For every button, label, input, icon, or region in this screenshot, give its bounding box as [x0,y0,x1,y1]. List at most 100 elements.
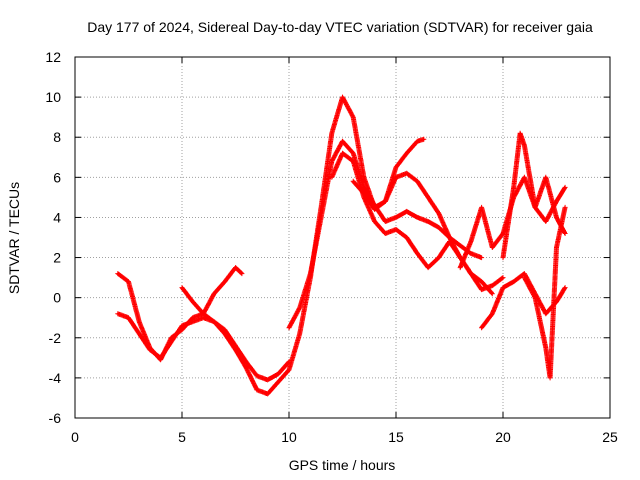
data-point [181,324,183,327]
data-point [363,192,365,195]
axis-ticks: 0 5 10 15 20 25 -6 -4 -2 0 2 4 6 8 10 12 [45,49,618,445]
data-point [363,186,365,189]
data-point [534,206,536,209]
data-point [540,326,543,329]
data-point [470,252,472,255]
data-point [502,232,504,235]
data-point [523,176,526,179]
data-point [416,140,419,143]
data-point [480,280,483,283]
data-point [480,288,483,291]
data-point [331,160,333,163]
data-point [416,180,419,183]
x-tick-label: 25 [602,429,618,445]
grid-lines [75,57,610,418]
data-point [491,284,494,287]
x-axis-label: GPS time / hours [289,457,396,473]
data-point [448,236,451,239]
data-point [405,210,408,213]
y-tick-label: 0 [53,290,61,306]
chart-title: Day 177 of 2024, Sidereal Day-to-day VTE… [87,19,593,35]
data-point [555,200,558,203]
data-point [523,276,526,279]
series-markers [115,94,427,397]
data-point [149,349,151,351]
data-point [555,216,558,219]
data-point [405,172,408,175]
data-point [352,152,355,155]
data-point [191,320,194,323]
data-point [288,369,290,371]
data-point [523,144,526,147]
data-point [564,206,566,209]
data-point [395,166,397,169]
y-axis-label: SDTVAR / TECUs [6,182,22,294]
data-point [491,246,494,249]
x-tick-label: 0 [71,429,79,445]
data-point [416,252,419,255]
data-point [277,381,280,383]
data-point [480,256,483,259]
data-point [213,320,215,323]
data-point [502,256,504,259]
data-point [341,140,344,143]
data-point [341,152,344,155]
data-point [545,176,547,179]
data-point [384,200,387,203]
data-point [395,216,397,219]
data-point [234,345,237,347]
series-track-3 [179,285,292,383]
data-point [395,176,397,179]
data-point [213,292,215,295]
x-tick-label: 10 [281,429,297,445]
data-point [427,266,429,269]
data-point [352,116,355,118]
data-point [191,300,194,303]
data-point [438,212,440,215]
data-point [384,232,387,235]
data-point [352,180,355,183]
data-point [502,276,504,279]
data-point [502,286,504,289]
y-tick-label: 10 [45,89,61,105]
data-point [245,361,247,363]
data-point [459,256,462,259]
y-tick-label: 2 [53,250,61,266]
data-point [564,232,566,235]
y-tick-label: 12 [45,49,61,65]
data-point [373,208,376,211]
data-point [427,220,429,223]
data-point [395,228,397,231]
data-point [459,266,462,269]
y-tick-label: 8 [53,129,61,145]
data-point [480,326,483,329]
data-point [564,186,566,189]
x-tick-label: 5 [178,429,186,445]
data-point [564,286,566,289]
data-point [427,196,429,199]
x-tick-label: 20 [495,429,511,445]
data-point [519,132,521,135]
data-point [256,389,258,391]
series-markers [179,285,292,383]
data-point [545,347,547,349]
y-tick-label: -2 [49,330,62,346]
data-point [545,312,547,315]
data-point [298,306,301,309]
data-point [191,316,194,319]
data-point [523,272,526,275]
data-point [470,240,472,243]
data-point [181,286,183,289]
data-point [320,216,322,219]
data-point [384,220,387,223]
data-point [549,377,551,379]
data-point [331,176,333,179]
series-track-2 [115,94,427,397]
data-point [534,296,536,299]
data-point [266,379,269,381]
data-point [416,216,419,219]
data-point [491,312,494,315]
data-point [127,316,130,319]
data-point [363,176,365,179]
